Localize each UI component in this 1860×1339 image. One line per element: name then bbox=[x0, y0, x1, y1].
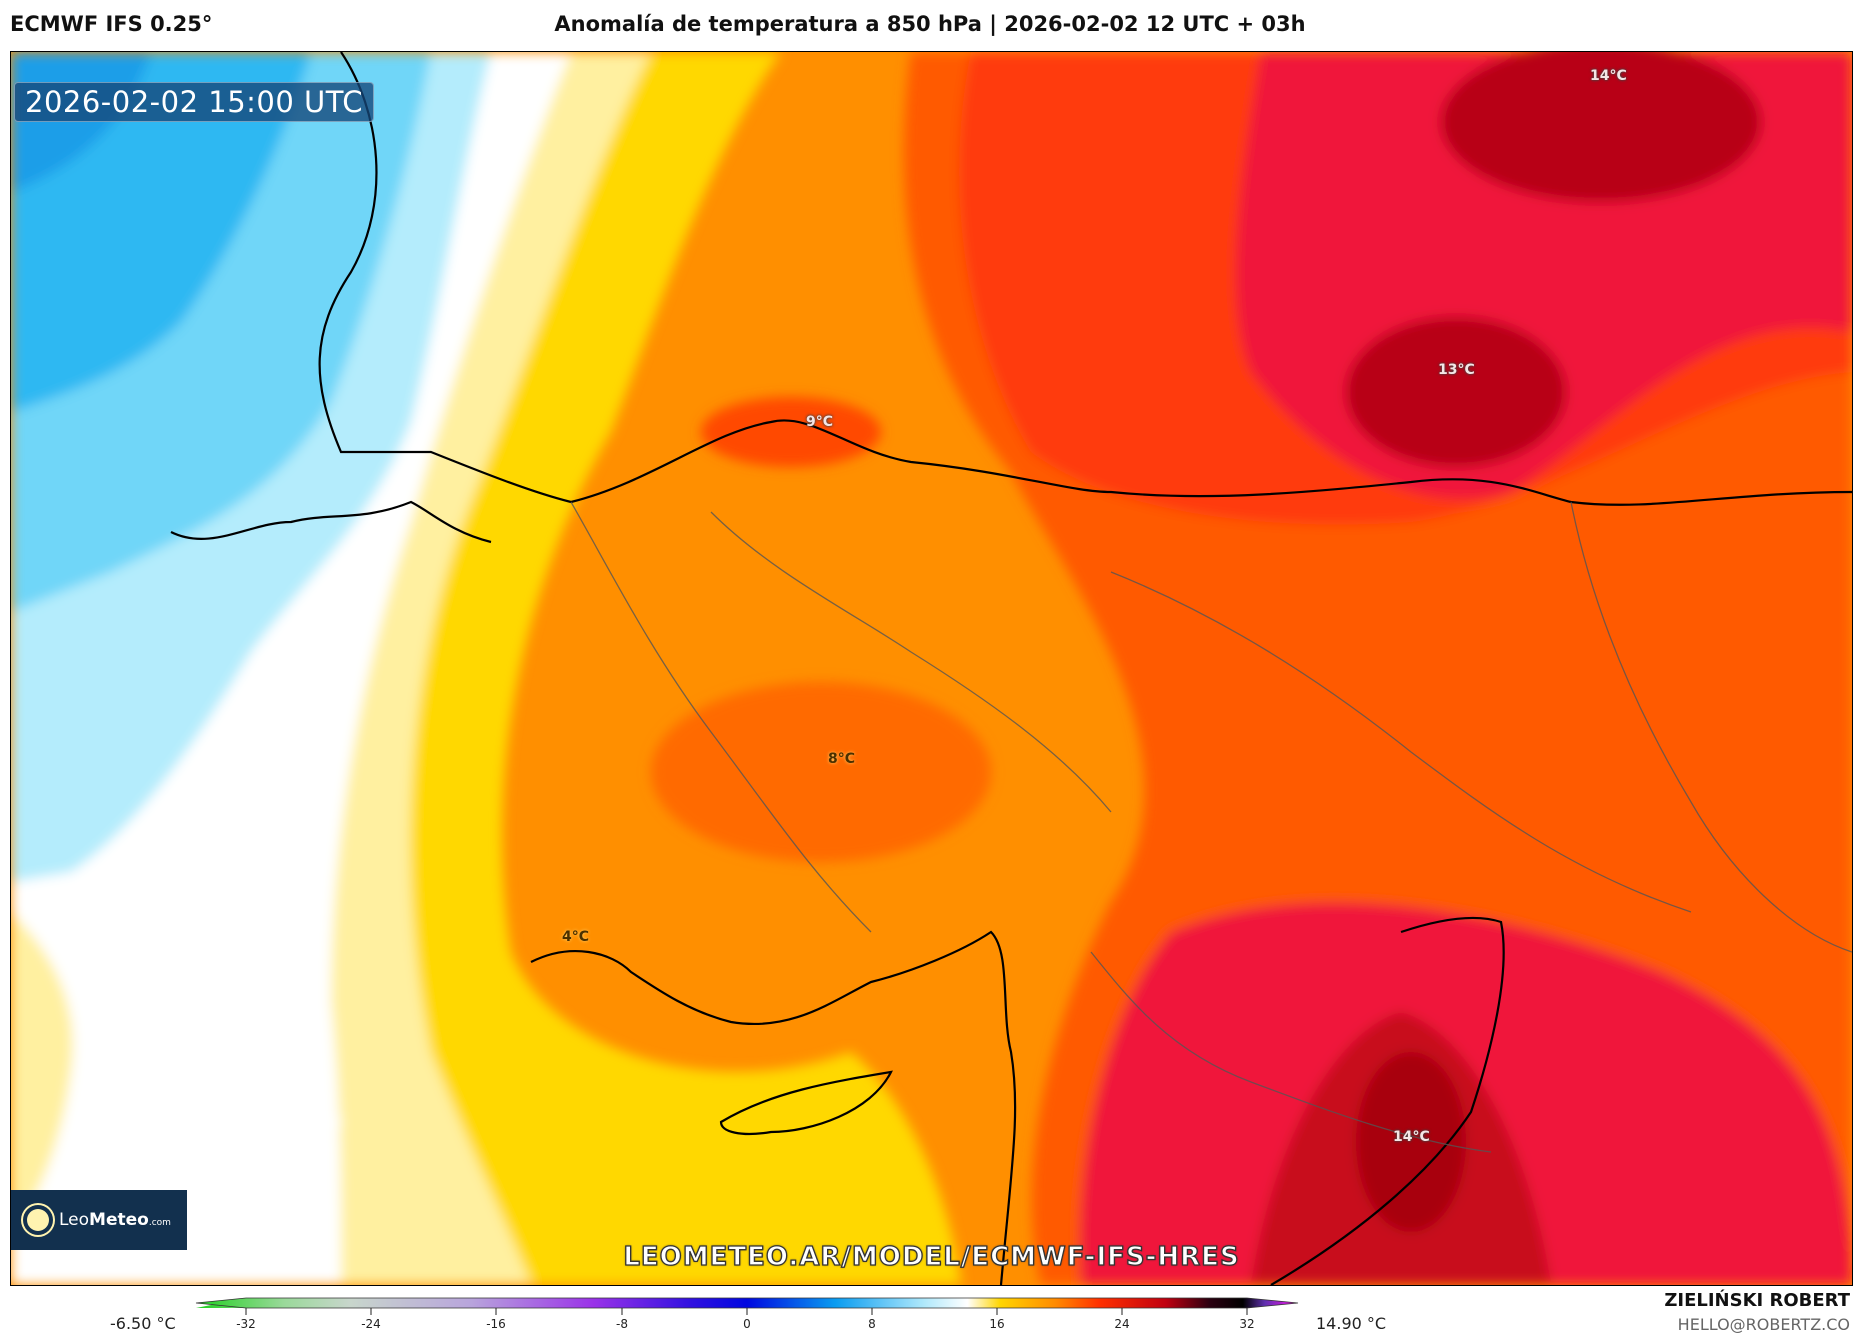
temp-label-14c-north: 14°C bbox=[1590, 68, 1627, 84]
sun-icon bbox=[27, 1209, 49, 1231]
author-name: ZIELIŃSKI ROBERT bbox=[1664, 1290, 1850, 1311]
leometeo-logo[interactable]: LeoMeteo.com bbox=[11, 1190, 187, 1250]
temp-label-9c: 9°C bbox=[806, 414, 834, 430]
temp-label-8c: 8°C bbox=[828, 751, 856, 767]
temp-label-13c: 13°C bbox=[1438, 362, 1475, 378]
tick-label: 8 bbox=[868, 1317, 876, 1331]
logo-text: LeoMeteo.com bbox=[59, 1210, 171, 1230]
tick-label: -8 bbox=[616, 1317, 628, 1331]
tick-label: 16 bbox=[989, 1317, 1005, 1331]
tick-label: 24 bbox=[1114, 1317, 1130, 1331]
tick-label: -24 bbox=[361, 1317, 381, 1331]
model-title: ECMWF IFS 0.25° bbox=[10, 12, 213, 36]
tick-label: 0 bbox=[743, 1317, 751, 1331]
temp-label-14c-south: 14°C bbox=[1393, 1129, 1430, 1145]
tick-label: 32 bbox=[1239, 1317, 1255, 1331]
borders bbox=[570, 501, 1852, 1153]
temperature-anomaly-map[interactable]: 2026-02-02 15:00 UTC 14°C 13°C 9°C 8°C 4… bbox=[10, 51, 1853, 1286]
valid-time-badge: 2026-02-02 15:00 UTC bbox=[14, 82, 375, 122]
colorbar: -6.50 °C bbox=[0, 1290, 1860, 1339]
tick-label: -16 bbox=[486, 1317, 506, 1331]
coastline bbox=[170, 52, 1852, 1285]
source-watermark: LEOMETEO.AR/MODEL/ECMWF-IFS-HRES bbox=[623, 1241, 1240, 1272]
anomaly-field bbox=[11, 52, 1852, 1285]
colorbar-gradient bbox=[195, 1297, 1299, 1315]
colorbar-min-label: -6.50 °C bbox=[110, 1314, 176, 1333]
colorbar-max-label: 14.90 °C bbox=[1316, 1314, 1387, 1333]
tick-label: -32 bbox=[236, 1317, 256, 1331]
author-email[interactable]: HELLO@ROBERTZ.CO bbox=[1677, 1315, 1850, 1334]
temp-label-4c: 4°C bbox=[562, 929, 590, 945]
chart-title: Anomalía de temperatura a 850 hPa | 2026… bbox=[554, 12, 1306, 36]
